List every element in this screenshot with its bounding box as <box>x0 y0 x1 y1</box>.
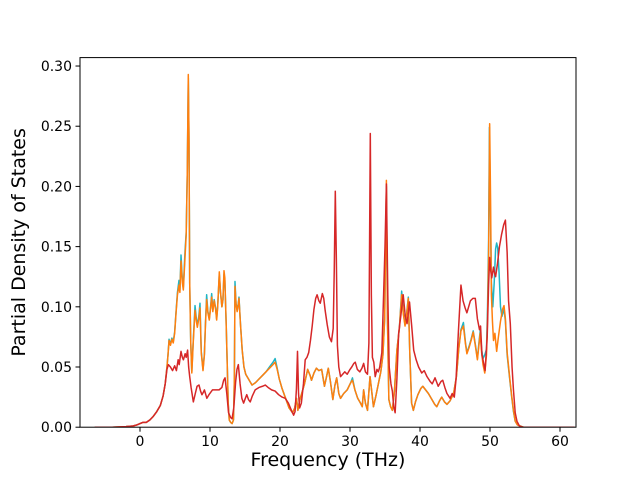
y-axis-label: Partial Density of States <box>8 128 30 357</box>
y-tick-label: 0.20 <box>41 179 72 195</box>
y-tick-label: 0.00 <box>41 420 72 436</box>
y-tick-label: 0.05 <box>41 360 72 376</box>
x-axis-label: Frequency (THz) <box>251 449 406 471</box>
axes-spines <box>79 57 577 428</box>
x-tick-label: 0 <box>136 434 145 450</box>
x-tick-label: 30 <box>341 434 359 450</box>
x-tick-label: 20 <box>271 434 289 450</box>
x-tick-label: 10 <box>201 434 219 450</box>
plot-area <box>80 57 576 428</box>
x-tick-label: 40 <box>411 434 429 450</box>
y-tick-label: 0.25 <box>41 119 72 135</box>
y-tick-label: 0.30 <box>41 59 72 75</box>
series-group <box>94 73 575 428</box>
y-tick-label: 0.15 <box>41 240 72 256</box>
ticks-group: 0 10 20 30 40 50 60 0.00 0.05 0.10 0.15 0.20 0.25 0.3… <box>41 59 569 450</box>
series-red-line <box>94 132 575 428</box>
y-tick-label: 0.10 <box>41 300 72 316</box>
series-orange-line <box>94 73 575 428</box>
x-tick-label: 60 <box>551 434 569 450</box>
x-tick-label: 50 <box>481 434 499 450</box>
